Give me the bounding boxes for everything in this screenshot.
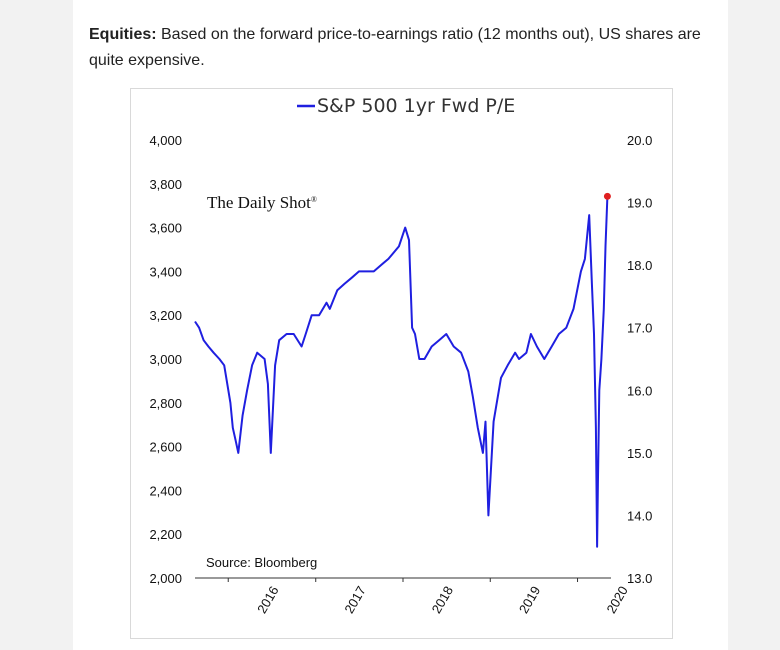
brand-mark: ® — [311, 195, 317, 204]
right-y-tick-label: 20.0 — [627, 133, 652, 148]
chart-container: S&P 500 1yr Fwd P/E The Daily Shot® Sour… — [130, 88, 673, 639]
left-y-tick-label: 4,000 — [149, 133, 182, 148]
article-page: Equities: Based on the forward price-to-… — [73, 0, 728, 650]
left-y-tick-label: 2,200 — [149, 527, 182, 542]
right-y-tick-label: 13.0 — [627, 571, 652, 586]
chart-legend: S&P 500 1yr Fwd P/E — [297, 95, 515, 117]
left-y-tick-label: 2,000 — [149, 571, 182, 586]
source-label: Source: Bloomberg — [206, 555, 317, 570]
intro-text: Based on the forward price-to-earnings r… — [89, 26, 701, 69]
series-line — [194, 196, 609, 548]
last-value-marker — [603, 192, 611, 200]
left-y-tick-label: 3,000 — [149, 352, 182, 367]
x-tick-label: 2020 — [603, 583, 630, 616]
right-y-tick-label: 18.0 — [627, 258, 652, 273]
pe-line-chart: S&P 500 1yr Fwd P/E The Daily Shot® Sour… — [149, 95, 652, 616]
brand-logo: The Daily Shot® — [207, 193, 317, 212]
x-tick-label: 2019 — [516, 583, 543, 616]
left-y-tick-label: 3,200 — [149, 308, 182, 323]
right-y-axis: 20.0 19.0 18.0 17.0 16.0 15.0 14.0 13.0 — [627, 133, 652, 586]
brand-name: The Daily Shot — [207, 193, 311, 212]
right-y-tick-label: 16.0 — [627, 383, 652, 398]
right-y-tick-label: 17.0 — [627, 321, 652, 336]
chart-title: S&P 500 1yr Fwd P/E — [317, 95, 515, 117]
series-group — [194, 192, 611, 548]
x-tick-label: 2016 — [254, 583, 281, 616]
left-y-tick-label: 2,400 — [149, 483, 182, 498]
x-tick-label: 2018 — [429, 583, 456, 616]
left-y-tick-label: 2,800 — [149, 396, 182, 411]
left-y-axis: 4,000 3,800 3,600 3,400 3,200 3,000 2,800 2,600… — [149, 133, 182, 586]
left-y-tick-label: 2,600 — [149, 440, 182, 455]
right-y-tick-label: 15.0 — [627, 446, 652, 461]
right-y-tick-label: 14.0 — [627, 508, 652, 523]
left-y-tick-label: 3,400 — [149, 264, 182, 279]
x-axis-ticks: 2016 2017 2018 2019 2020 — [227, 578, 631, 616]
x-tick-label: 2017 — [341, 583, 368, 616]
intro-label: Equities: — [89, 26, 157, 43]
left-y-tick-label: 3,600 — [149, 221, 182, 236]
left-y-tick-label: 3,800 — [149, 177, 182, 192]
right-y-tick-label: 19.0 — [627, 196, 652, 211]
intro-paragraph: Equities: Based on the forward price-to-… — [89, 22, 719, 74]
